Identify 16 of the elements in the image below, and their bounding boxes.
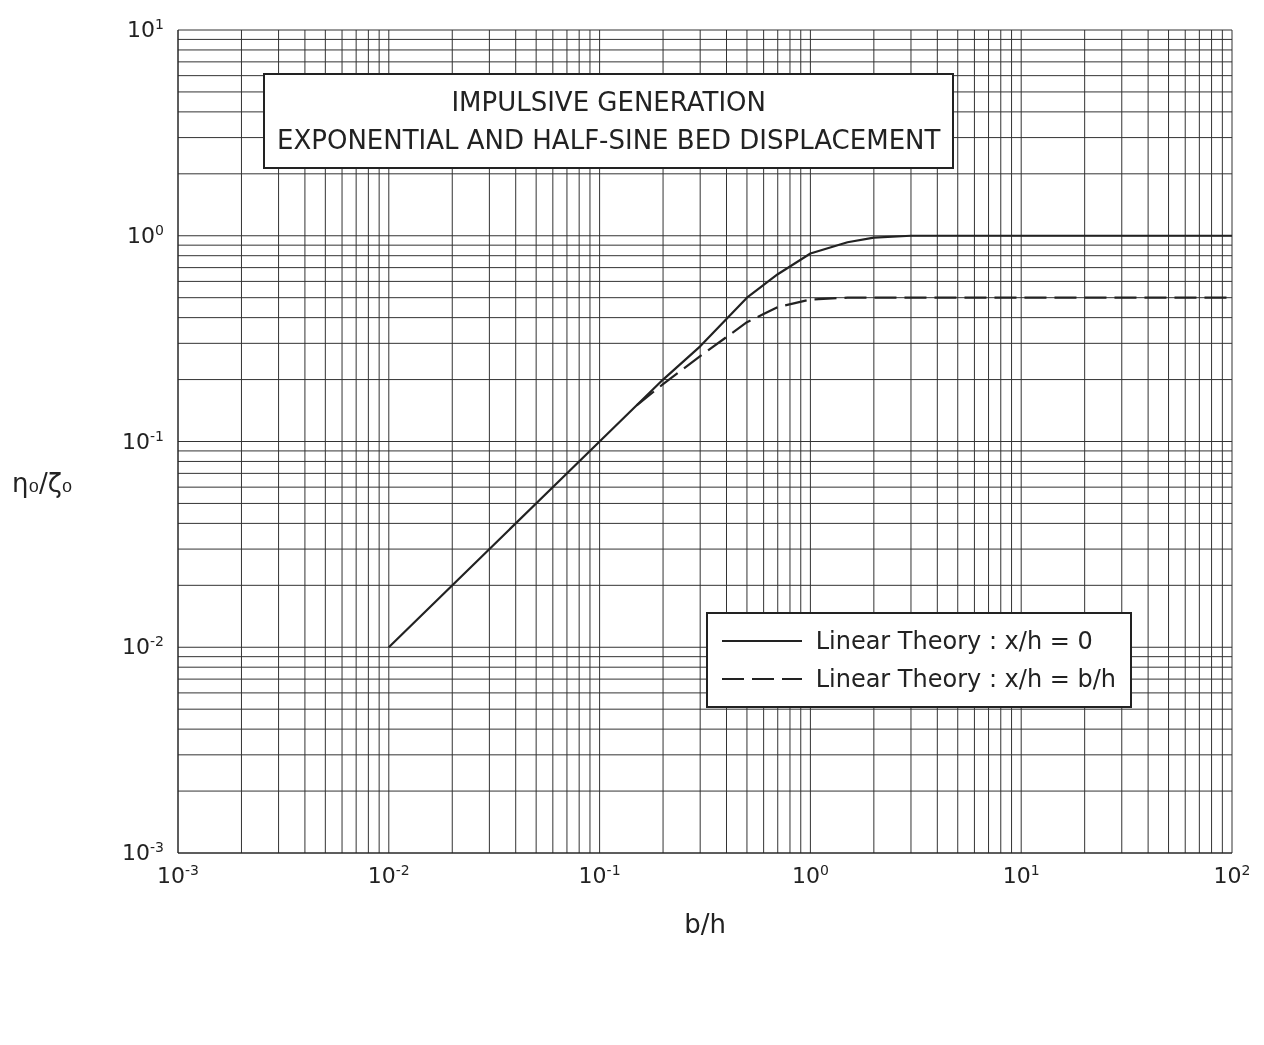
y-tick-label: 10$^{-3}$ bbox=[122, 839, 164, 865]
x-tick-label: 10$^{-2}$ bbox=[367, 862, 410, 888]
x-axis-title: b/h bbox=[684, 909, 726, 939]
y-tick-label: 10$^{-2}$ bbox=[122, 633, 164, 660]
y-axis-title: η₀/ζ₀ bbox=[12, 468, 73, 498]
x-tick-label: 10$^{2}$ bbox=[1213, 862, 1251, 888]
y-tick-label: 10$^{0}$ bbox=[127, 221, 164, 248]
x-tick-label: 10$^{-3}$ bbox=[157, 862, 199, 888]
y-tick-label: 10$^{1}$ bbox=[127, 16, 164, 42]
x-tick-label: 10$^{-1}$ bbox=[578, 862, 621, 888]
legend-label: Linear Theory : x/h = 0 bbox=[815, 626, 1093, 657]
y-tick-label: 10$^{-1}$ bbox=[122, 427, 164, 454]
x-tick-label: 10$^{0}$ bbox=[791, 862, 829, 888]
legend-label: Linear Theory : x/h = b/h bbox=[815, 664, 1116, 695]
x-tick-label: 10$^{1}$ bbox=[1002, 862, 1040, 888]
text: IMPULSIVE GENERATION EXPONENTIAL AND HALF-SINE BED DISPLACEMENT bbox=[277, 86, 941, 157]
